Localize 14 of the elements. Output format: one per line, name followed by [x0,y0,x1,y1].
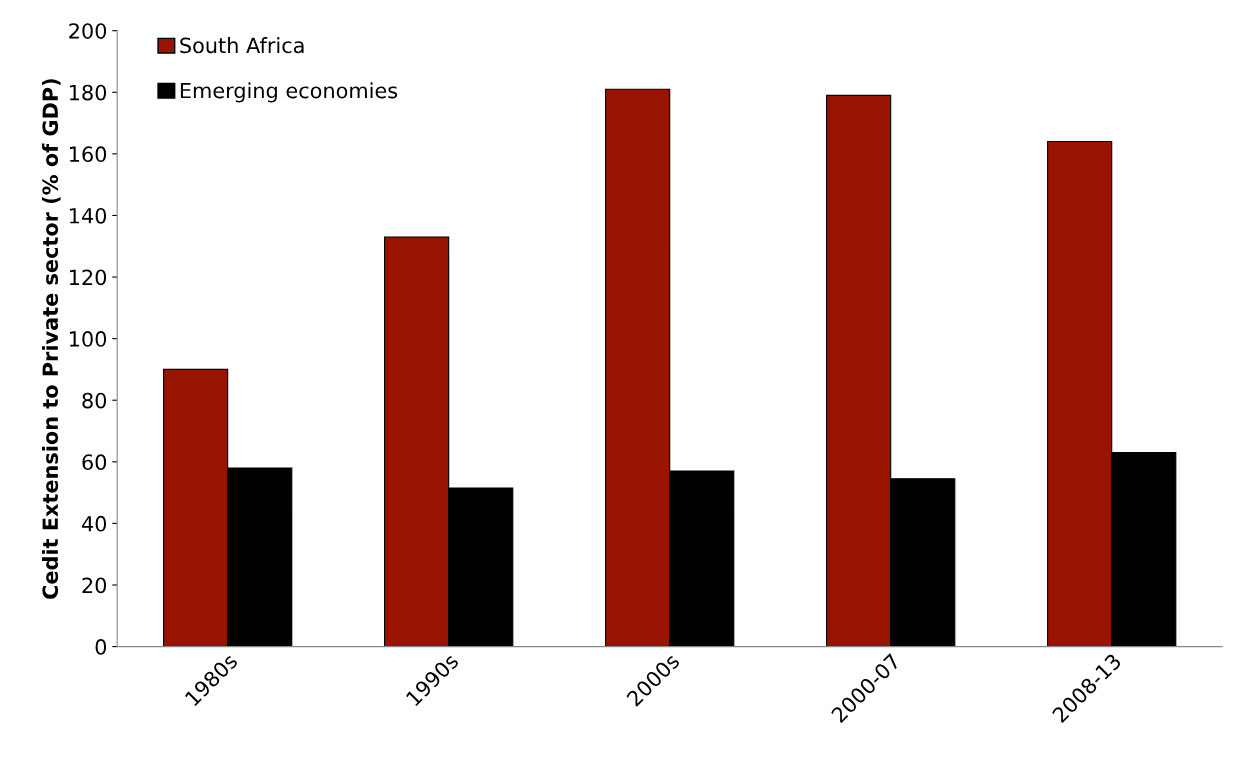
y-tick-label: 180 [69,84,107,101]
y-tick-label: 40 [81,515,107,532]
y-tick-label: 140 [69,207,107,224]
legend-label: Emerging economies [180,82,398,103]
y-tick-label: 60 [82,454,107,471]
y-tick-label: 120 [69,269,107,286]
y-tick-label: 80 [82,392,107,409]
y-tick-label: 160 [69,146,107,163]
y-tick-label: 200 [69,23,107,39]
legend-label: South Africa [180,37,304,54]
y-tick-label: 100 [69,331,107,347]
y-tick-label: 20 [82,577,107,594]
y-tick-label: 0 [95,639,107,655]
y-axis-title: Cedit Extension to Private sector (% of GDP) [41,79,61,599]
